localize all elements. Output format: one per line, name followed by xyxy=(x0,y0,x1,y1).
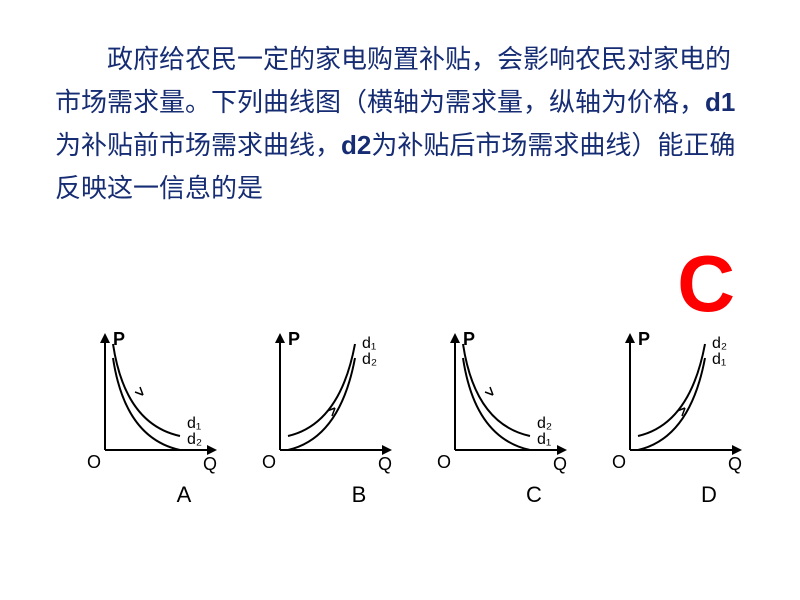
q-bold-d2: d2 xyxy=(341,130,371,160)
svg-text:P: P xyxy=(463,329,475,349)
question-text: 政府给农民一定的家电购置补贴，会影响农民对家电的市场需求量。下列曲线图（横轴为需… xyxy=(0,0,800,230)
chart-D: P O Q d₂ d₁ D xyxy=(605,320,755,520)
q-part2: 为补贴前市场需求曲线， xyxy=(55,130,341,160)
svg-text:Q: Q xyxy=(553,454,567,474)
svg-text:d₂: d₂ xyxy=(187,431,202,448)
chart-option-label: C xyxy=(488,482,580,508)
svg-text:P: P xyxy=(288,329,300,349)
svg-text:Q: Q xyxy=(203,454,217,474)
svg-text:Q: Q xyxy=(728,454,742,474)
svg-text:O: O xyxy=(87,452,101,472)
svg-text:d₁: d₁ xyxy=(187,415,201,432)
svg-text:O: O xyxy=(437,452,451,472)
svg-text:d₁: d₁ xyxy=(537,431,551,448)
svg-text:P: P xyxy=(638,329,650,349)
svg-text:d₂: d₂ xyxy=(712,335,727,352)
chart-B: P O Q d₁ d₂ B xyxy=(255,320,405,520)
svg-text:d₁: d₁ xyxy=(362,335,376,352)
svg-text:d₁: d₁ xyxy=(712,351,726,368)
chart-option-label: D xyxy=(663,482,755,508)
chart-C: P O Q d₂ d₁ C xyxy=(430,320,580,520)
svg-text:O: O xyxy=(262,452,276,472)
indent xyxy=(55,44,107,74)
chart-option-label: B xyxy=(313,482,405,508)
q-part1: 政府给农民一定的家电购置补贴，会影响农民对家电的市场需求量。下列曲线图（横轴为需… xyxy=(55,44,731,117)
answer-letter: C xyxy=(677,238,735,330)
charts-row: P O Q d₁ d₂ A P O Q d₁ d₂ B P O xyxy=(80,320,755,520)
svg-text:O: O xyxy=(612,452,626,472)
chart-option-label: A xyxy=(138,482,230,508)
q-bold-d1: d1 xyxy=(705,87,735,117)
chart-A: P O Q d₁ d₂ A xyxy=(80,320,230,520)
svg-text:d₂: d₂ xyxy=(537,415,552,432)
svg-text:Q: Q xyxy=(378,454,392,474)
svg-text:d₂: d₂ xyxy=(362,351,377,368)
svg-text:P: P xyxy=(113,329,125,349)
